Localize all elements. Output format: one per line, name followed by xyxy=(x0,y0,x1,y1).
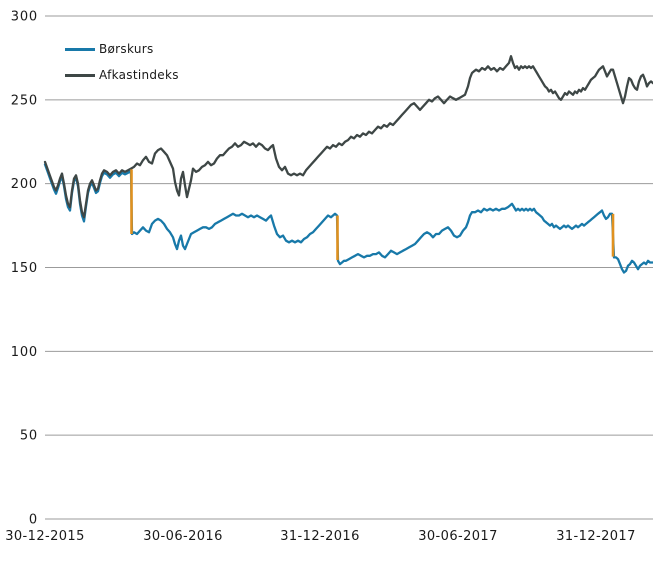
y-tick-label: 200 xyxy=(11,177,38,192)
y-tick-label: 250 xyxy=(11,93,38,108)
x-tick-label: 30-06-2017 xyxy=(418,529,498,544)
x-tick-label: 30-06-2016 xyxy=(143,529,223,544)
legend: Børskurs Afkastindeks xyxy=(65,36,179,88)
afkastindeks-line xyxy=(43,55,653,219)
y-tick-label: 50 xyxy=(20,429,38,444)
x-tick-label: 31-12-2017 xyxy=(556,529,636,544)
afkastindeks-line-swatch xyxy=(65,73,95,77)
y-tick-label: 0 xyxy=(29,513,38,528)
y-tick-label: 100 xyxy=(11,345,38,360)
y-tick-label: 300 xyxy=(11,10,38,25)
legend-item-borskurs: Børskurs xyxy=(65,36,179,62)
borskurs-line xyxy=(43,163,653,274)
afkastindeks-legend-label: Afkastindeks xyxy=(99,68,179,82)
y-tick-label: 150 xyxy=(11,261,38,276)
borskurs-legend-label: Børskurs xyxy=(99,42,154,56)
x-tick-label: 31-12-2016 xyxy=(280,529,360,544)
borskurs-line-swatch xyxy=(65,47,95,51)
x-tick-label: 30-12-2015 xyxy=(5,529,85,544)
legend-item-afkastindeks: Afkastindeks xyxy=(65,62,179,88)
